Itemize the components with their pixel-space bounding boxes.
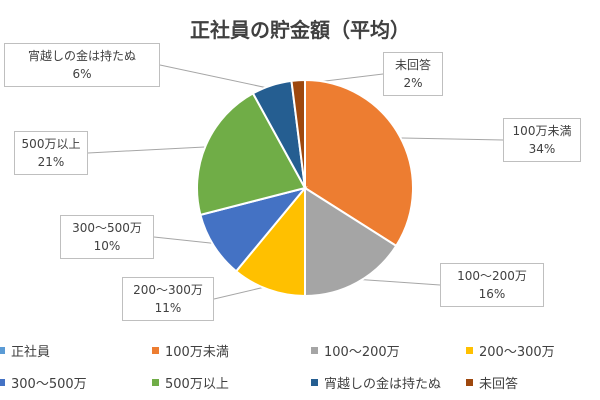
data-label-value: 6% <box>72 67 92 81</box>
legend-label: 300〜500万 <box>11 376 87 392</box>
legend-item: 200〜300万 <box>466 340 555 360</box>
data-label-category: 300〜500万 <box>72 221 142 235</box>
legend-item: 500万以上 <box>152 372 229 392</box>
pie-slice <box>290 78 306 189</box>
data-label-value: 21% <box>37 155 65 169</box>
legend-item: 宵越しの金は持たぬ <box>311 372 441 392</box>
legend: 正社員 100万未満 100〜200万 200〜300万 300〜500万 500万以上 宵… <box>0 332 600 400</box>
legend-label: 正社員 <box>11 344 51 360</box>
data-label-category: 100〜200万 <box>457 269 527 283</box>
legend-swatch <box>0 378 5 386</box>
leader-line <box>355 278 441 286</box>
legend-swatch <box>152 378 159 386</box>
data-label-value: 16% <box>478 287 506 301</box>
leader-line <box>396 137 504 141</box>
legend-label: 100万未満 <box>165 344 229 360</box>
legend-label: 200〜300万 <box>479 344 555 360</box>
data-label: 500万以上 21% <box>14 131 88 175</box>
pie-slice <box>234 185 306 298</box>
chart-title: 正社員の貯金額（平均） <box>190 18 410 42</box>
leader-lines <box>87 64 504 300</box>
legend-label: 500万以上 <box>165 376 229 392</box>
data-label-value: 11% <box>154 301 182 315</box>
data-label: 100万未満 34% <box>503 118 581 162</box>
legend-label: 未回答 <box>479 376 519 392</box>
data-label: 未回答 2% <box>383 52 443 96</box>
data-label-category: 500万以上 <box>21 137 81 151</box>
legend-label: 宵越しの金は持たぬ <box>324 376 442 392</box>
data-label-category: 未回答 <box>394 58 431 72</box>
data-label: 200〜300万 11% <box>122 277 214 321</box>
data-label-value: 34% <box>528 142 556 156</box>
legend-item: 300〜500万 <box>0 372 87 392</box>
pie-slice <box>196 92 307 217</box>
data-label: 100〜200万 16% <box>440 263 544 307</box>
legend-swatch <box>311 346 318 354</box>
data-label-value: 10% <box>93 239 121 253</box>
data-label-category: 200〜300万 <box>133 283 203 297</box>
leader-line <box>159 64 273 90</box>
legend-item: 正社員 <box>0 340 50 360</box>
legend-swatch <box>152 346 159 354</box>
legend-item: 未回答 <box>466 372 518 392</box>
legend-swatch <box>466 346 473 354</box>
data-label-value: 2% <box>403 76 423 90</box>
data-label: 300〜500万 10% <box>60 215 154 259</box>
leader-line <box>87 146 210 154</box>
data-label: 宵越しの金は持たぬ 6% <box>4 43 160 87</box>
legend-swatch <box>0 346 5 354</box>
legend-swatch <box>311 378 318 386</box>
legend-item: 100〜200万 <box>311 340 400 360</box>
legend-label: 100〜200万 <box>324 344 400 360</box>
data-label-category: 宵越しの金は持たぬ <box>27 49 136 63</box>
leader-line <box>213 285 270 300</box>
leader-line <box>153 236 218 245</box>
legend-swatch <box>466 378 473 386</box>
pie-slice <box>304 186 398 298</box>
data-label-category: 100万未満 <box>512 124 572 138</box>
legend-item: 100万未満 <box>152 340 229 360</box>
pie-slices <box>196 78 414 298</box>
